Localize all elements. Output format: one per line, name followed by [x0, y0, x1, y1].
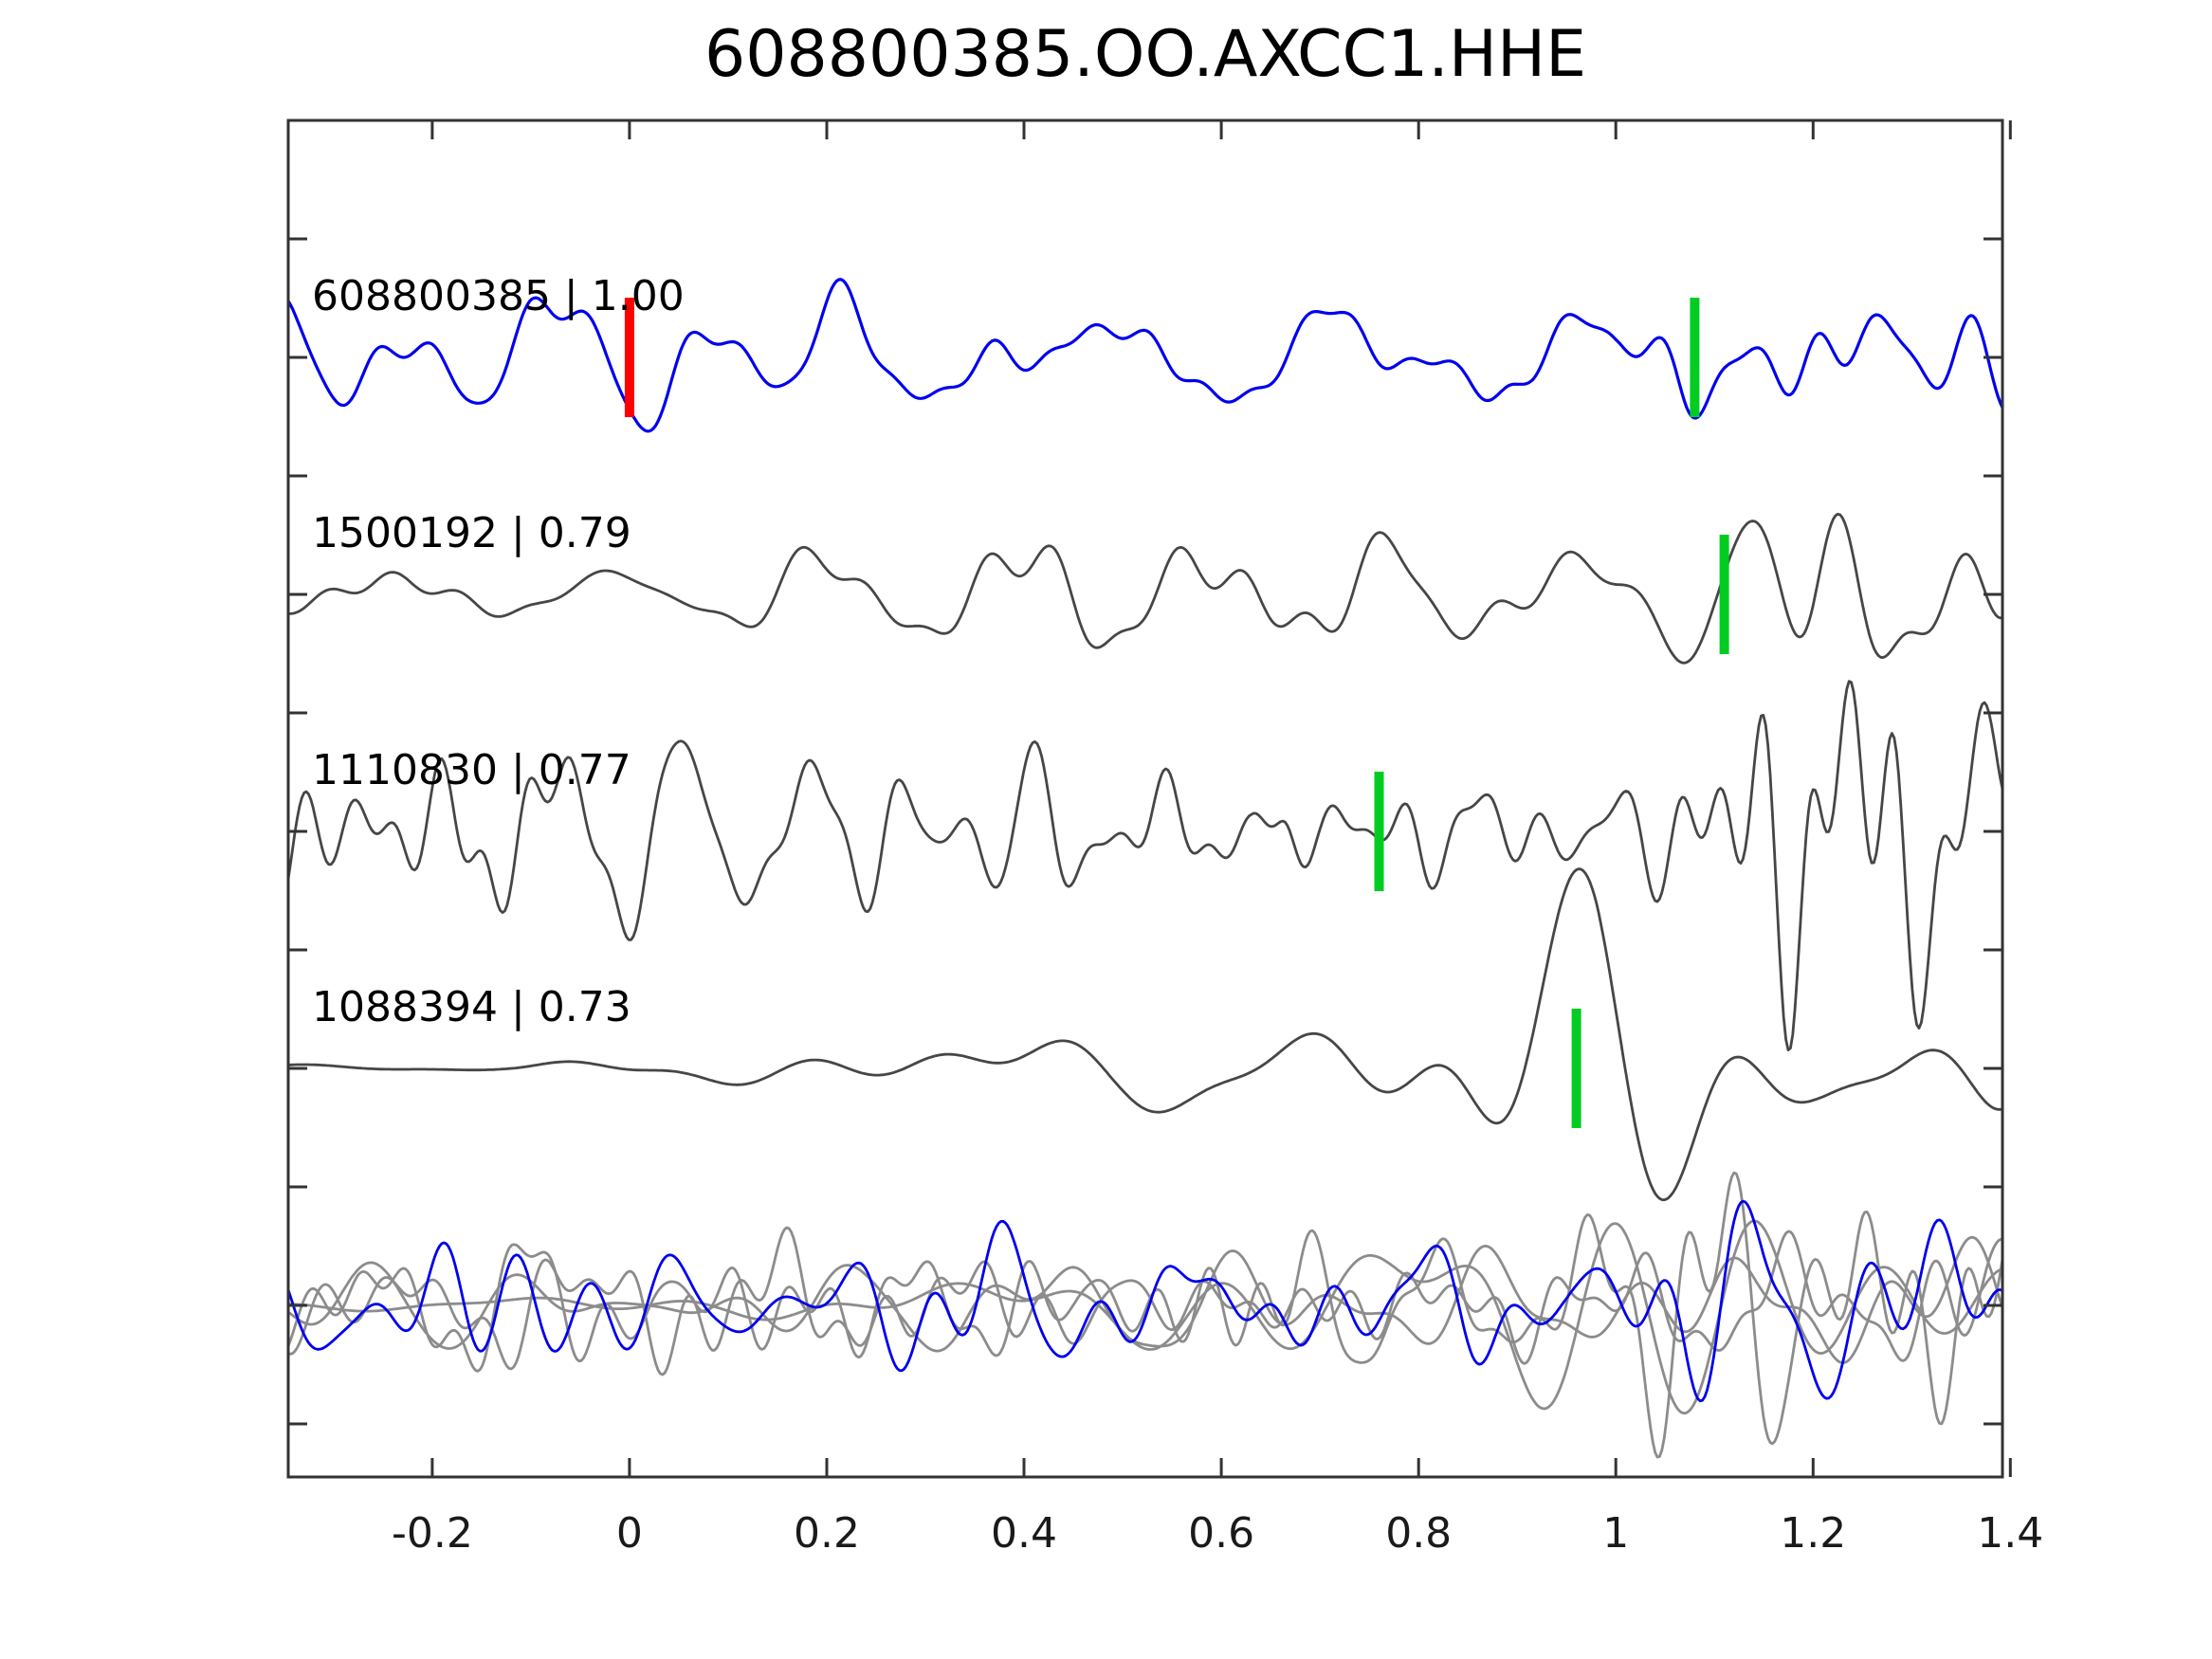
x-tick-labels: -0.2 0 0.2 0.4 0.6 0.8 1 1.2 1.4 [392, 1509, 2043, 1558]
chart-title: 608800385.OO.AXCC1.HHE [704, 17, 1587, 92]
trace-labels-layer: 608800385 | 1.00 1500192 | 0.79 1110830 … [312, 272, 685, 1031]
x-tick-label: 1.4 [1977, 1509, 2043, 1558]
overlay-trace-2 [289, 1171, 2002, 1459]
x-tick-label: 1 [1602, 1509, 1629, 1558]
axes-layer [286, 118, 2012, 1479]
traces-layer [289, 278, 2002, 1459]
x-tick-label: 0 [616, 1509, 643, 1558]
pick-markers-layer [624, 298, 1729, 1128]
waveform-trace-1500192 [289, 512, 2002, 665]
waveform-trace-608800385 [289, 278, 2002, 433]
pick-marker-green [1374, 772, 1384, 891]
trace-label-3: 1110830 | 0.77 [312, 746, 631, 794]
x-tick-label: 0.6 [1188, 1509, 1254, 1558]
pick-marker-green [1719, 535, 1729, 654]
plot-border [286, 118, 2004, 1479]
x-tick-label: 1.2 [1780, 1509, 1846, 1558]
pick-marker-green [1690, 298, 1700, 417]
trace-label-2: 1500192 | 0.79 [312, 509, 631, 557]
trace-label-4: 1088394 | 0.73 [312, 983, 631, 1031]
x-tick-label: 0.2 [794, 1509, 860, 1558]
trace-label-1: 608800385 | 1.00 [312, 272, 685, 320]
pick-marker-green [1571, 1009, 1581, 1128]
waveform-trace-1110830 [289, 680, 2002, 1051]
overlay-trace-5 [289, 1199, 2002, 1403]
overlay-trace-1 [289, 1226, 2002, 1376]
x-tick-label: 0.8 [1385, 1509, 1452, 1558]
overlay-trace-4 [289, 1235, 2002, 1364]
waveform-trace-1088394 [289, 867, 2002, 1202]
x-tick-label: -0.2 [392, 1509, 473, 1558]
x-tick-label: 0.4 [991, 1509, 1057, 1558]
overlay-trace-3 [289, 1219, 2002, 1415]
origin-marker-red [624, 298, 634, 417]
